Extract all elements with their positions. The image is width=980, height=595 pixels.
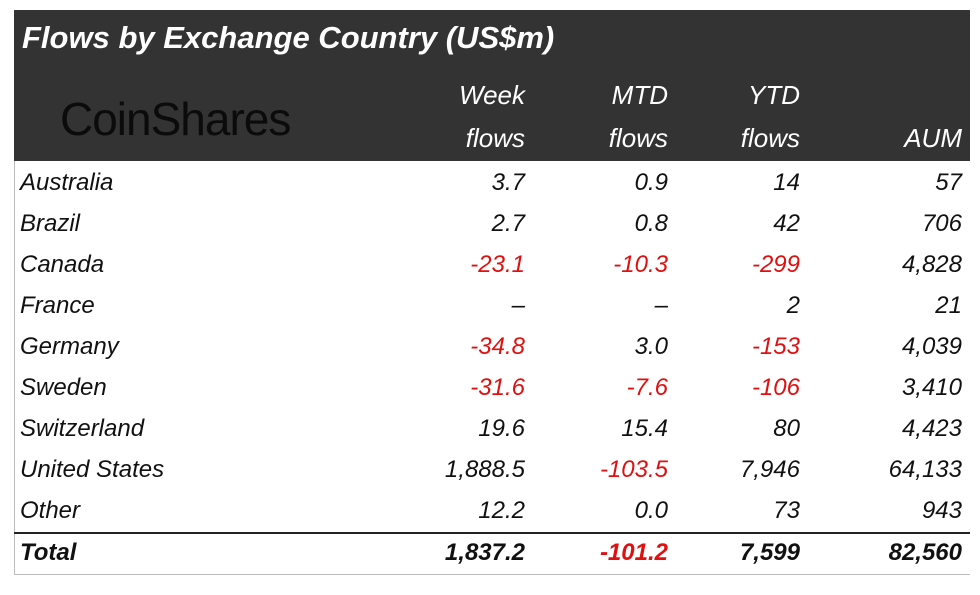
cell-value: 15.4 [621,415,668,442]
cell-value: – [654,292,668,319]
row-label: Australia [20,169,114,196]
cell-value: 2.7 [491,210,525,237]
cell-value: -31.6 [470,374,525,401]
header-band [14,10,970,161]
cell-value: 0.0 [634,497,668,524]
cell-value: 2 [786,292,800,319]
cell-value: 21 [935,292,962,319]
cell-value: -10.3 [613,251,668,278]
column-header: flows [465,123,525,153]
row-label: Sweden [20,374,107,401]
cell-value: 4,039 [901,333,962,360]
cell-value: 7,599 [739,539,800,566]
cell-value: -34.8 [470,333,525,360]
cell-value: 1,837.2 [444,539,525,566]
cell-value: 73 [773,497,800,524]
cell-value: -103.5 [599,456,668,483]
table-frame [14,10,970,575]
cell-value: 0.9 [634,169,668,196]
cell-value: 12.2 [478,497,525,524]
cell-value: 57 [935,169,962,196]
cell-value: -153 [751,333,800,360]
column-header: flows [740,123,800,153]
row-label: Switzerland [20,415,145,442]
cell-value: 4,828 [901,251,962,278]
cell-value: 3.7 [491,169,525,196]
cell-value: -7.6 [626,374,668,401]
cell-value: 706 [921,210,962,237]
cell-value: 14 [773,169,800,196]
table-title: Flows by Exchange Country (US$m) [22,20,555,55]
cell-value: 0.8 [634,210,668,237]
row-label: France [20,292,95,319]
row-label: Germany [20,333,119,360]
cell-value: 80 [773,415,800,442]
column-header: Week [459,80,525,110]
cell-value: – [511,292,525,319]
cell-value: 3.0 [634,333,668,360]
cell-value: -23.1 [470,251,525,278]
cell-value: -106 [751,374,800,401]
column-header: MTD [611,80,668,110]
cell-value: 19.6 [478,415,525,442]
row-label: Canada [20,251,105,278]
row-label: Brazil [20,210,81,237]
total-rule [14,532,970,534]
cell-value: -101.2 [599,539,668,566]
cell-value: 1,888.5 [444,456,525,483]
row-label: United States [20,456,165,483]
cell-value: 3,410 [901,374,962,401]
cell-value: 64,133 [888,456,962,483]
column-header: YTD [748,80,800,110]
column-header: AUM [904,123,962,153]
row-label: Other [20,497,81,524]
cell-value: 42 [773,210,800,237]
cell-value: 82,560 [888,539,962,566]
cell-value: 7,946 [739,456,800,483]
cell-value: -299 [751,251,800,278]
cell-value: 4,423 [901,415,962,442]
row-label: Total [20,539,77,566]
column-header: flows [608,123,668,153]
cell-value: 943 [921,497,962,524]
logo: CoinShares [60,93,291,145]
